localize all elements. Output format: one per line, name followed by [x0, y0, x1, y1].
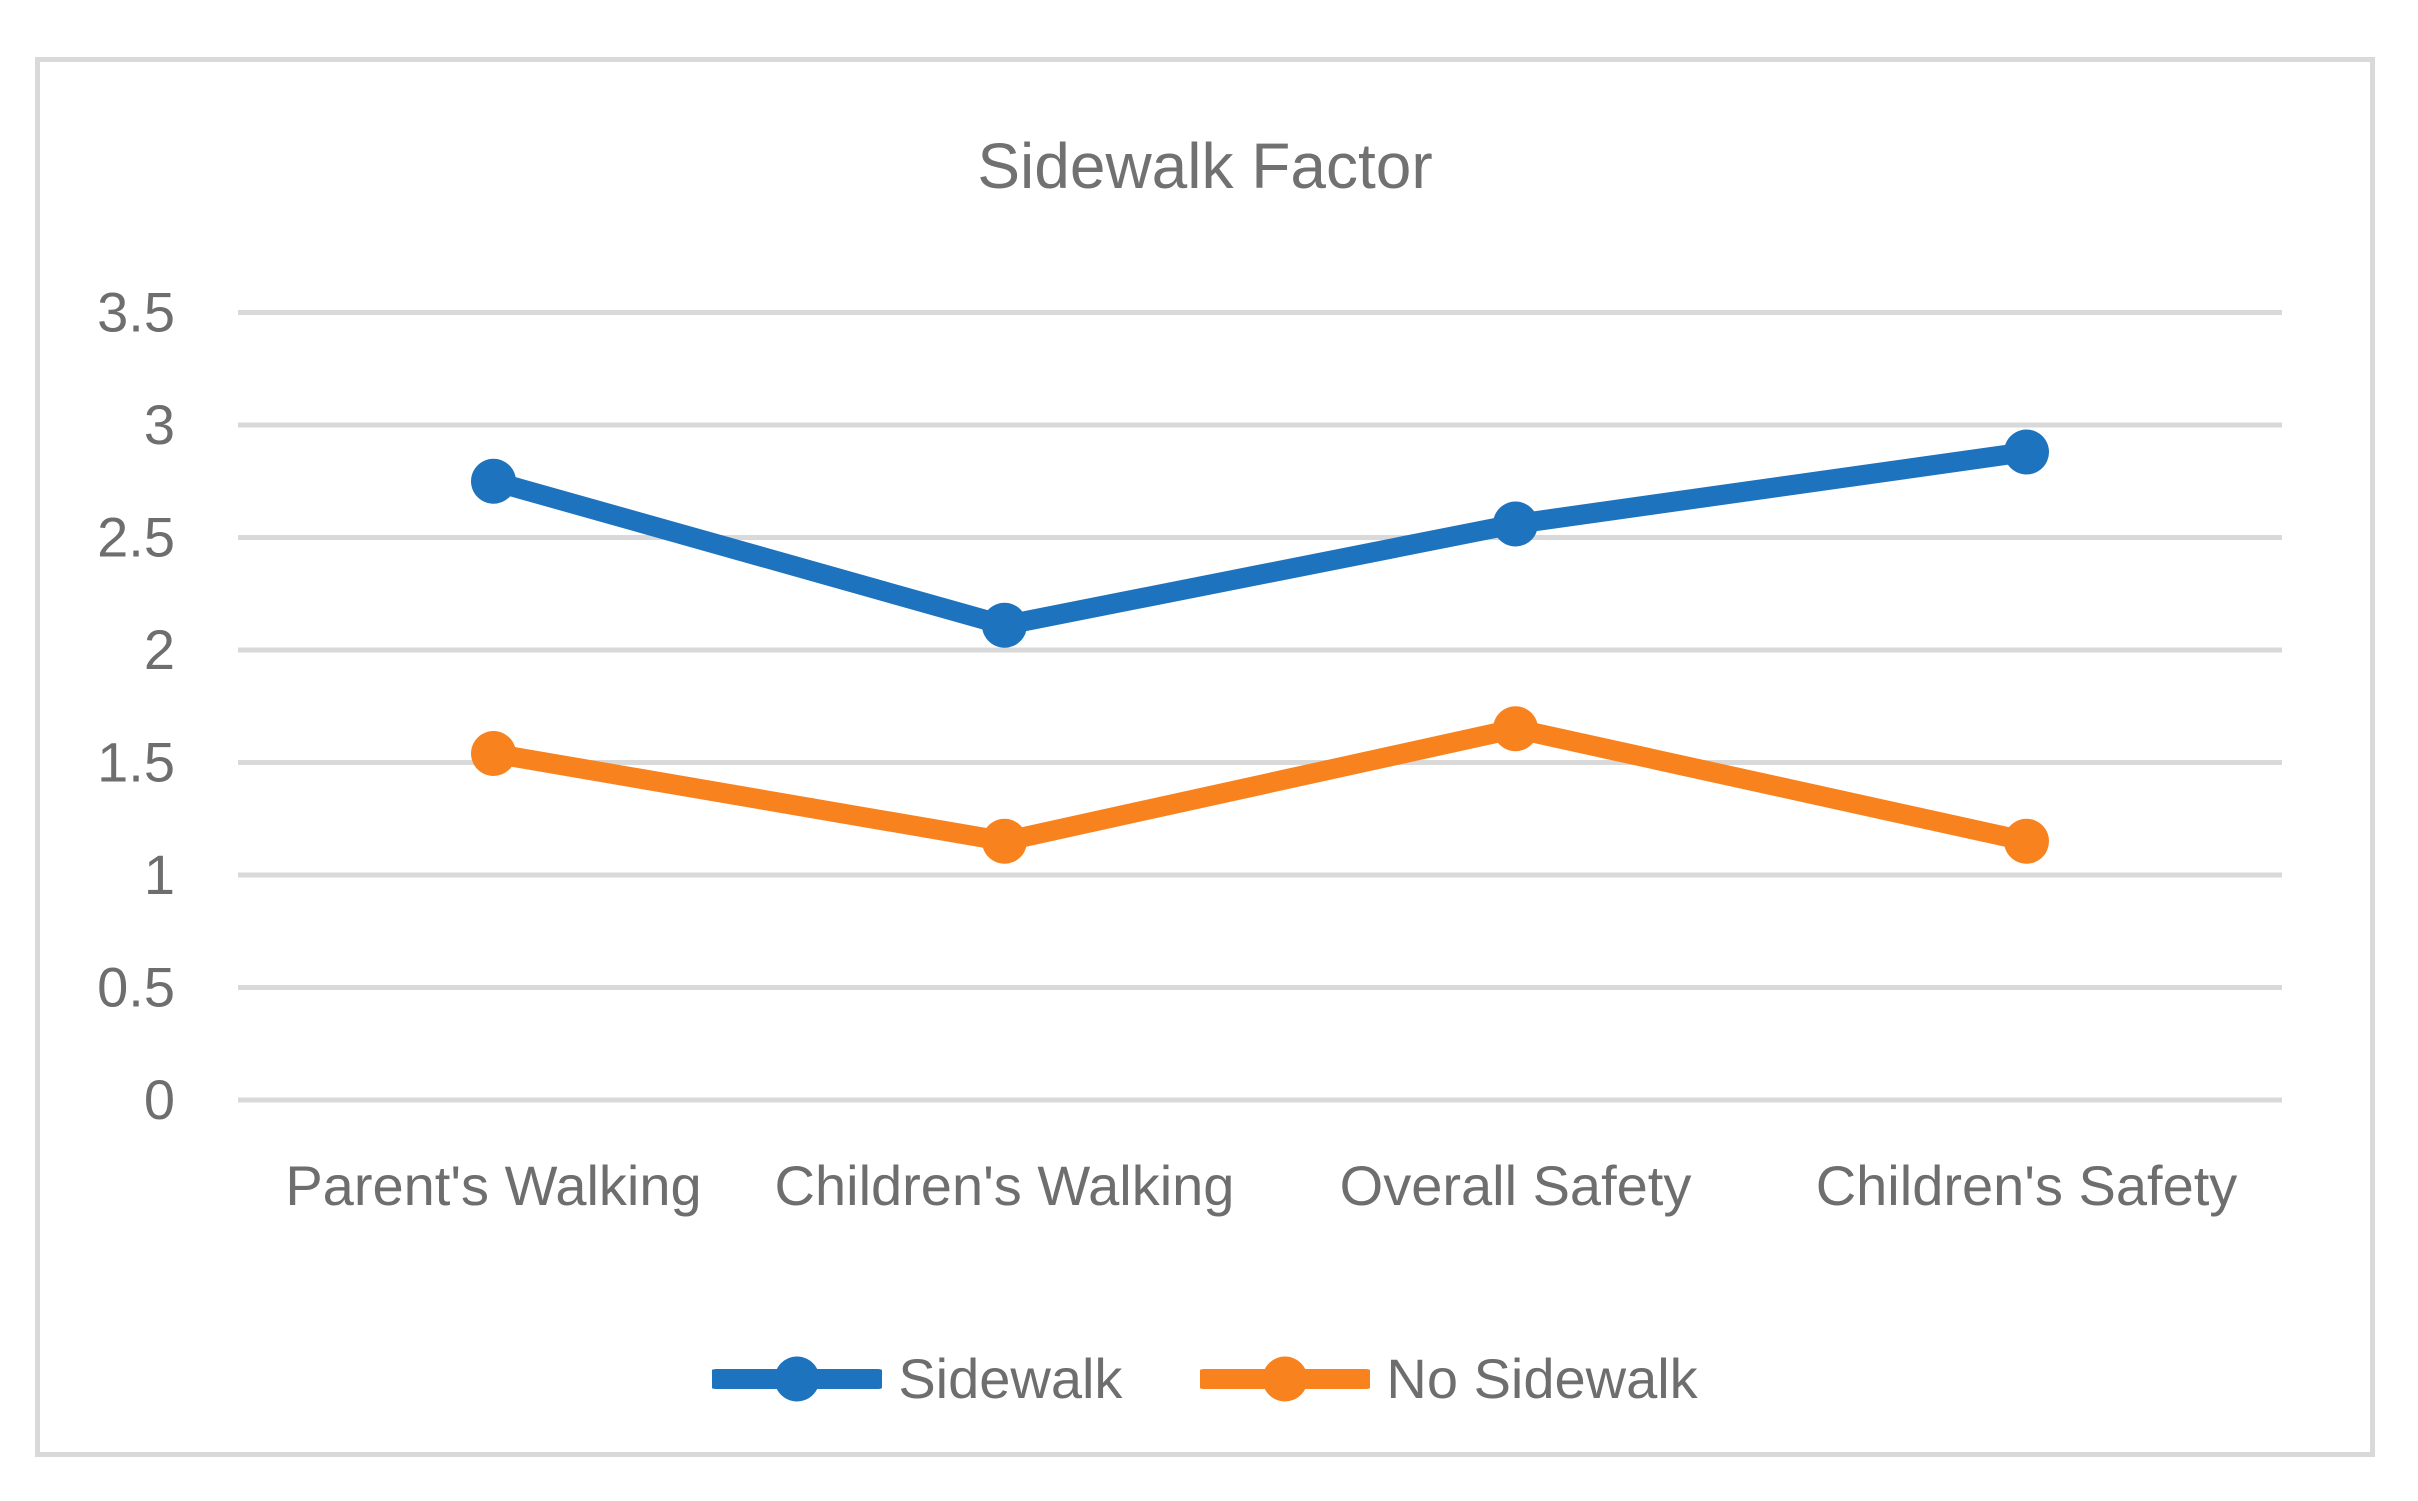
legend-dot-sample: [1262, 1356, 1308, 1401]
legend-label-sidewalk: Sidewalk: [898, 1347, 1123, 1410]
legend-dot-sample: [774, 1356, 820, 1401]
data-point-no-sidewalk-children-s-safety: [2004, 818, 2049, 864]
y-axis-tick-label-1: 1: [144, 843, 175, 906]
legend-label-no-sidewalk: No Sidewalk: [1386, 1347, 1698, 1410]
series-line-no-sidewalk: [483, 718, 2037, 852]
legend-item-sidewalk: Sidewalk: [712, 1346, 1122, 1411]
data-point-sidewalk-children-s-walking: [982, 602, 1027, 648]
data-point-no-sidewalk-overall-safety: [1493, 706, 1538, 752]
x-axis-category-label-children-s-walking: Children's Walking: [775, 1154, 1235, 1217]
y-axis-tick-label-1.5: 1.5: [97, 731, 175, 794]
data-point-no-sidewalk-parent-s-walking: [471, 731, 516, 776]
legend-marker-sidewalk-icon: [712, 1356, 883, 1401]
data-point-sidewalk-children-s-safety: [2004, 429, 2049, 475]
y-axis-tick-label-2.5: 2.5: [97, 506, 175, 569]
legend-item-no-sidewalk: No Sidewalk: [1200, 1346, 1698, 1411]
data-point-no-sidewalk-children-s-walking: [982, 818, 1027, 864]
legend-marker-no-sidewalk-icon: [1200, 1356, 1371, 1401]
y-axis-tick-label-0: 0: [144, 1068, 175, 1131]
data-point-sidewalk-parent-s-walking: [471, 458, 516, 504]
y-axis-tick-label-3.5: 3.5: [97, 281, 175, 344]
x-axis-category-label-overall-safety: Overall Safety: [1340, 1154, 1692, 1217]
series-line-sidewalk: [483, 442, 2037, 636]
x-axis-category-label-parent-s-walking: Parent's Walking: [285, 1154, 701, 1217]
data-point-sidewalk-overall-safety: [1493, 501, 1538, 547]
chart-title: Sidewalk Factor: [977, 130, 1433, 202]
y-axis-tick-label-0.5: 0.5: [97, 956, 175, 1019]
chart-frame: [35, 57, 2375, 1457]
x-axis-category-label-children-s-safety: Children's Safety: [1816, 1154, 2238, 1217]
legend: Sidewalk No Sidewalk: [35, 1346, 2375, 1411]
y-axis-tick-label-3: 3: [144, 393, 175, 456]
y-axis-tick-label-2: 2: [144, 618, 175, 681]
